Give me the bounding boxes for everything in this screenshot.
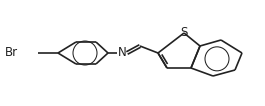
Text: S: S xyxy=(180,26,188,38)
Text: Br: Br xyxy=(5,47,18,59)
Text: N: N xyxy=(118,47,126,59)
